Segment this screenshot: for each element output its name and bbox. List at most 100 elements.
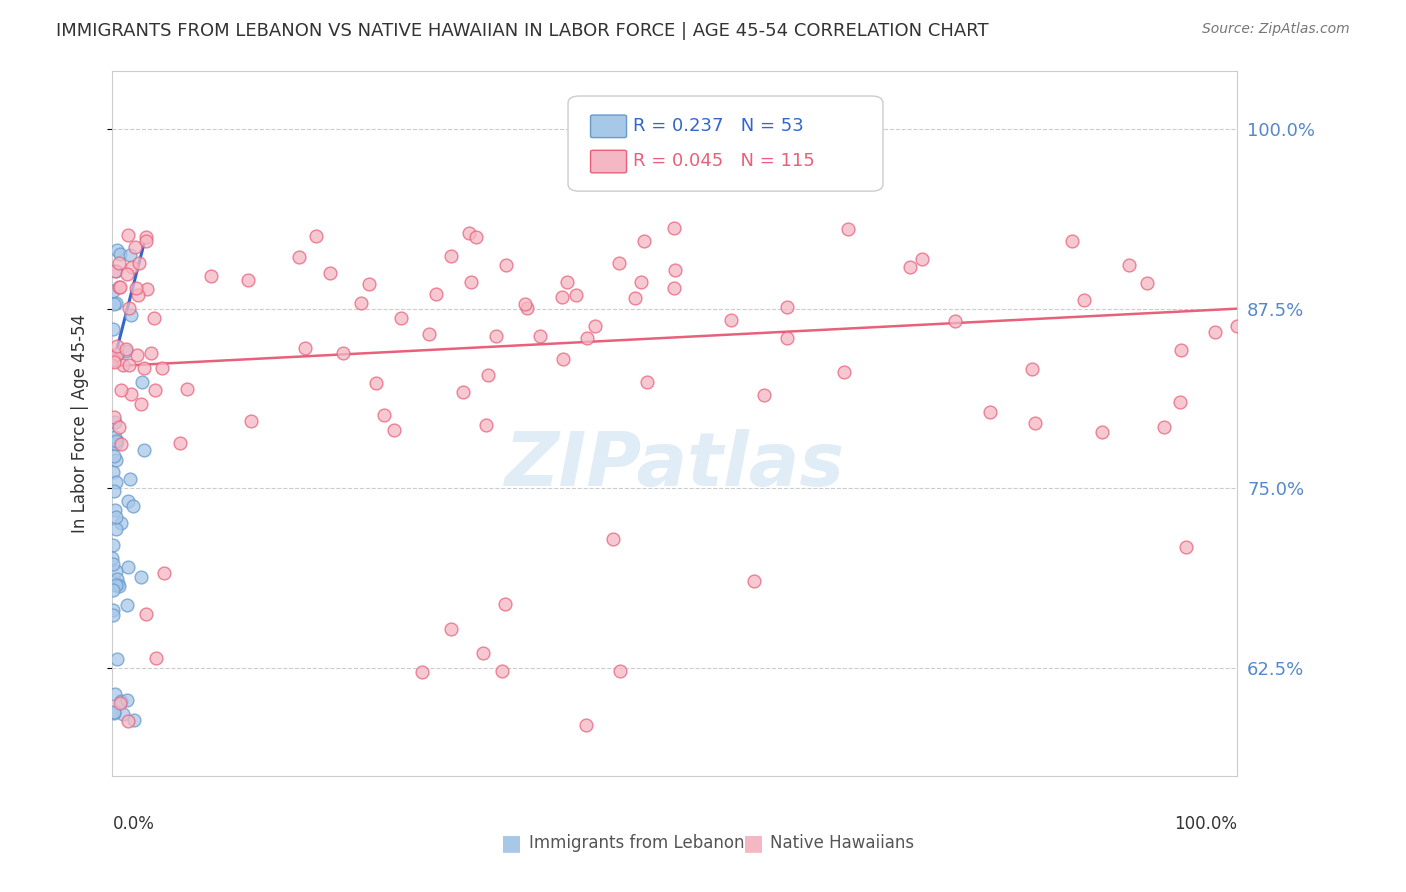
- Point: [142, 311, 165, 326]
- Point: [551, 290, 574, 304]
- Point: [108, 280, 131, 294]
- Point: [108, 696, 131, 710]
- Point: [121, 260, 143, 274]
- Point: [107, 576, 129, 591]
- Point: [132, 361, 155, 376]
- Point: [135, 234, 157, 248]
- Point: [418, 326, 440, 341]
- Point: [332, 346, 354, 360]
- Point: [132, 443, 155, 458]
- Point: [832, 366, 855, 380]
- Text: Native Hawaiians: Native Hawaiians: [770, 834, 915, 852]
- Point: [943, 313, 966, 327]
- Point: [239, 414, 262, 428]
- Point: [662, 281, 685, 295]
- Text: ■: ■: [744, 833, 763, 853]
- Point: [609, 664, 631, 678]
- Point: [135, 607, 157, 621]
- Point: [152, 566, 174, 581]
- Point: [105, 295, 128, 310]
- Point: [837, 221, 859, 235]
- Point: [107, 420, 129, 434]
- Point: [103, 706, 125, 721]
- Point: [440, 249, 463, 263]
- Point: [529, 329, 551, 343]
- Point: [1062, 234, 1084, 248]
- Text: R = 0.045   N = 115: R = 0.045 N = 115: [633, 152, 815, 169]
- Point: [103, 450, 125, 464]
- Point: [104, 687, 127, 701]
- Point: [104, 503, 127, 517]
- Point: [124, 240, 146, 254]
- Point: [107, 652, 129, 666]
- Point: [101, 582, 124, 597]
- Point: [465, 229, 488, 244]
- Point: [143, 383, 166, 397]
- Point: [139, 345, 162, 359]
- Point: [583, 318, 606, 333]
- Point: [425, 286, 447, 301]
- Point: [979, 405, 1001, 419]
- Point: [115, 598, 138, 612]
- Point: [112, 358, 135, 372]
- Point: [125, 348, 148, 362]
- Point: [742, 574, 765, 588]
- Point: [103, 607, 125, 622]
- Point: [607, 256, 630, 270]
- Point: [101, 285, 124, 299]
- Point: [460, 275, 482, 289]
- Point: [115, 267, 138, 281]
- Point: [1024, 416, 1046, 430]
- Point: [633, 235, 655, 249]
- Point: [145, 651, 167, 665]
- Point: [911, 252, 934, 266]
- Point: [114, 343, 136, 358]
- Point: [117, 559, 139, 574]
- Point: [103, 352, 125, 367]
- Point: [1153, 419, 1175, 434]
- Point: [200, 268, 222, 283]
- Point: [513, 296, 536, 310]
- Point: [117, 692, 139, 706]
- Point: [664, 263, 686, 277]
- Point: [135, 230, 157, 244]
- Point: [108, 579, 131, 593]
- Point: [775, 331, 797, 345]
- Text: Immigrants from Lebanon: Immigrants from Lebanon: [529, 834, 744, 852]
- Point: [105, 510, 128, 524]
- Text: 100.0%: 100.0%: [1174, 814, 1237, 833]
- Point: [176, 383, 198, 397]
- Point: [389, 311, 412, 326]
- Point: [105, 437, 128, 451]
- Point: [111, 706, 134, 721]
- Text: R = 0.237   N = 53: R = 0.237 N = 53: [633, 117, 804, 135]
- Point: [101, 551, 124, 566]
- Point: [104, 522, 127, 536]
- Point: [236, 273, 259, 287]
- Point: [131, 375, 153, 389]
- Point: [754, 388, 776, 402]
- Point: [630, 275, 652, 289]
- Point: [115, 343, 138, 357]
- Point: [440, 622, 463, 636]
- Point: [121, 499, 143, 513]
- Point: [104, 564, 127, 578]
- Point: [105, 347, 128, 361]
- Point: [898, 260, 921, 274]
- Point: [101, 538, 124, 552]
- Point: [104, 434, 127, 448]
- Point: [122, 714, 145, 728]
- Point: [1170, 343, 1192, 357]
- Point: [477, 368, 499, 382]
- Point: [108, 247, 131, 261]
- Point: [103, 296, 125, 310]
- Text: 0.0%: 0.0%: [112, 814, 155, 833]
- Point: [551, 351, 574, 366]
- Point: [471, 647, 494, 661]
- Point: [1136, 276, 1159, 290]
- Point: [564, 288, 586, 302]
- Point: [103, 322, 125, 336]
- Point: [357, 277, 380, 291]
- Text: ZIPatlas: ZIPatlas: [505, 429, 845, 502]
- Point: [664, 220, 686, 235]
